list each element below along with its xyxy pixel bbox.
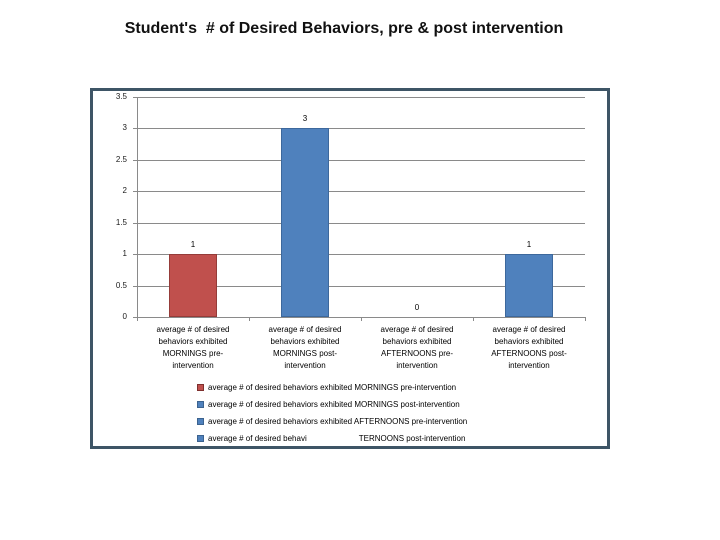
x-category-label: average # of desired behaviors exhibited M… [249, 324, 361, 372]
x-category-label-line: MORNINGS post- [272, 349, 337, 358]
x-axis-tick [473, 317, 474, 321]
legend-label: average # of desired behaviors exhibited… [208, 417, 468, 426]
x-category-label-line: average # of desired [156, 325, 230, 334]
legend-label: average # of desired behaviors exhibited… [208, 383, 457, 392]
bar-value-label: 1 [526, 240, 532, 250]
x-axis-tick [249, 317, 250, 321]
x-category-label-line: AFTERNOONS post- [491, 349, 567, 358]
legend-marker [197, 418, 204, 425]
legend-item: average # of desired behaviors exhibited… [197, 413, 467, 430]
gridline [133, 128, 585, 130]
gridline [133, 317, 585, 318]
x-category-label-line: AFTERNOONS pre- [380, 349, 453, 358]
y-tick-label: 1.5 [115, 217, 127, 227]
x-category-label-line: average # of desired [268, 325, 342, 334]
y-tick-label: 2.5 [115, 154, 127, 164]
x-category-label-line: intervention [172, 361, 214, 370]
x-category-label: average # of desired behaviors exhibited A… [473, 324, 585, 372]
bar-value-label: 0 [414, 303, 420, 312]
legend-item: average # of desired behaviors exhibited… [197, 379, 467, 396]
x-axis-tick [137, 317, 138, 321]
gridline [133, 97, 585, 98]
y-tick-label: 3 [122, 123, 127, 133]
x-axis-tick [585, 317, 586, 321]
x-axis-labels: average # of desired behaviors exhibited M… [137, 324, 585, 372]
legend-marker [197, 384, 204, 391]
legend-label: average # of desired behavi [208, 434, 307, 443]
chart-legend: average # of desired behaviors exhibited… [197, 379, 467, 447]
x-category-label: average # of desired behaviors exhibited A… [361, 324, 473, 372]
legend-item: average # of desired behaviors exhibited… [197, 396, 467, 413]
gridline [133, 159, 585, 161]
x-category-label-line: intervention [508, 361, 550, 370]
gridline [133, 191, 585, 193]
x-category-label-line: intervention [284, 361, 326, 370]
gridline [133, 254, 585, 256]
x-category-label: average # of desired behaviors exhibited M… [137, 324, 249, 372]
y-tick-label: 0.5 [115, 280, 127, 290]
x-category-label-line: behaviors exhibited [382, 337, 452, 346]
bar [169, 254, 217, 317]
legend-marker [197, 435, 204, 442]
gridline [133, 285, 585, 287]
x-axis-tick [361, 317, 362, 321]
y-tick-label: 3.5 [115, 92, 127, 101]
x-category-label-line: MORNINGS pre- [162, 349, 224, 358]
bar [281, 128, 329, 317]
legend-label: average # of desired behaviors exhibited… [208, 400, 460, 409]
page-title: Student's # of Desired Behaviors, pre & … [124, 20, 564, 37]
bar [505, 254, 553, 317]
legend-label-obscured-gap [307, 438, 359, 439]
x-category-label-line: behaviors exhibited [270, 337, 340, 346]
x-category-label-line: intervention [396, 361, 438, 370]
x-category-label-line: average # of desired [492, 325, 566, 334]
y-tick-label: 2 [122, 186, 127, 196]
plot-area: 1 3 0 1 [133, 97, 586, 321]
chart-frame: 0 0.5 1 1.5 2 2.5 3 3.5 1 3 0 1 average # of desir… [90, 88, 610, 449]
legend-item: average # of desired behavi TERNOONS post… [197, 430, 467, 447]
x-category-label-line: average # of desired [380, 325, 454, 334]
legend-label-continued: TERNOONS post-intervention [358, 434, 466, 443]
bar-value-label: 1 [190, 240, 196, 250]
legend-marker [197, 401, 204, 408]
y-tick-label: 1 [122, 249, 127, 259]
x-category-label-line: behaviors exhibited [158, 337, 228, 346]
y-tick-label: 0 [122, 312, 127, 321]
x-category-label-line: behaviors exhibited [494, 337, 564, 346]
gridline [133, 222, 585, 224]
y-axis-labels: 0 0.5 1 1.5 2 2.5 3 3.5 [93, 91, 133, 331]
y-axis-line [137, 97, 138, 321]
bar-value-label: 3 [302, 114, 308, 124]
